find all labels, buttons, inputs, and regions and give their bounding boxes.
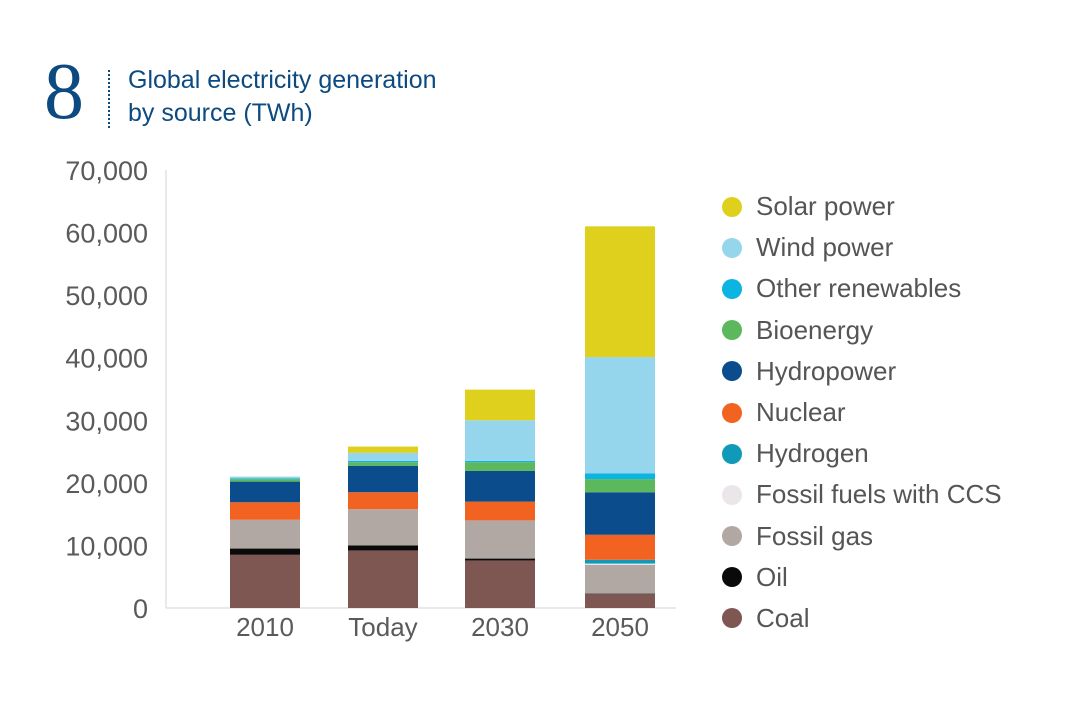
- y-tick-label: 70,000: [65, 156, 148, 186]
- bar-segment-wind-power-2010: [230, 476, 300, 479]
- y-tick-label: 40,000: [65, 344, 148, 374]
- chart-title-line-2: by source (TWh): [128, 99, 313, 127]
- legend-swatch: [722, 361, 742, 382]
- chart-legend: Solar power Wind power Other renewables Bio…: [722, 186, 1062, 639]
- bar-segment-oil-2050: [585, 593, 655, 595]
- legend-item: Nuclear: [722, 392, 1062, 433]
- bar-segment-fossil-fuels-with-ccs-2050: [585, 563, 655, 565]
- legend-swatch: [722, 608, 742, 629]
- bar-segment-hydropower-today: [348, 465, 418, 493]
- legend-item: Wind power: [722, 227, 1062, 268]
- legend-label: Oil: [756, 561, 788, 592]
- bar-segment-hydrogen-2050: [585, 559, 655, 564]
- legend-item: Hydrogen: [722, 433, 1062, 474]
- legend-swatch: [722, 443, 742, 464]
- bar-segment-oil-today: [348, 545, 418, 551]
- bar-segment-other-renewables-2010: [230, 478, 300, 480]
- bar-segment-fossil-gas-2010: [230, 519, 300, 549]
- bar-segment-solar-power-2050: [585, 226, 655, 358]
- bar-segment-fossil-gas-2030: [465, 520, 535, 559]
- legend-swatch: [722, 526, 742, 547]
- legend-swatch: [722, 320, 742, 341]
- x-tick-label: Today: [348, 612, 417, 642]
- bar-segment-coal-2010: [230, 554, 300, 608]
- bar-segment-other-renewables-2050: [585, 473, 655, 480]
- legend-item: Hydropower: [722, 351, 1062, 392]
- y-tick-label: 30,000: [65, 406, 148, 436]
- y-tick-label: 60,000: [65, 219, 148, 249]
- figure-number: 8: [44, 48, 84, 136]
- bar-segment-hydropower-2010: [230, 481, 300, 503]
- legend-swatch: [722, 567, 742, 588]
- bar-segment-nuclear-today: [348, 492, 418, 510]
- legend-label: Hydrogen: [756, 438, 869, 469]
- bar-segment-bioenergy-2010: [230, 479, 300, 482]
- bar-segment-wind-power-2030: [465, 420, 535, 461]
- legend-item: Bioenergy: [722, 310, 1062, 351]
- legend-label: Bioenergy: [756, 314, 874, 345]
- y-tick-label: 50,000: [65, 281, 148, 311]
- bar-segment-nuclear-2010: [230, 502, 300, 520]
- legend-label: Hydropower: [756, 355, 897, 386]
- bar-segment-nuclear-2030: [465, 501, 535, 521]
- bar-segment-solar-power-today: [348, 446, 418, 453]
- bar-segment-bioenergy-2030: [465, 462, 535, 471]
- bar-segment-nuclear-2050: [585, 534, 655, 560]
- legend-item: Solar power: [722, 186, 1062, 227]
- legend-label: Other renewables: [756, 273, 962, 304]
- legend-swatch: [722, 484, 742, 505]
- x-tick-label: 2050: [591, 612, 649, 642]
- legend-label: Solar power: [756, 191, 895, 222]
- bar-segment-bioenergy-2050: [585, 479, 655, 493]
- bar-segment-hydropower-2030: [465, 470, 535, 502]
- legend-label: Wind power: [756, 232, 894, 263]
- legend-swatch: [722, 196, 742, 217]
- y-tick-label: 0: [133, 594, 148, 624]
- legend-swatch: [722, 278, 742, 299]
- bar-segment-solar-power-2030: [465, 389, 535, 421]
- bar-segment-fossil-gas-2050: [585, 564, 655, 594]
- bar-segment-wind-power-today: [348, 452, 418, 461]
- bar-segment-hydropower-2050: [585, 492, 655, 535]
- bar-segment-coal-today: [348, 550, 418, 608]
- legend-swatch: [722, 402, 742, 423]
- legend-item: Fossil gas: [722, 516, 1062, 557]
- legend-item: Oil: [722, 557, 1062, 598]
- bar-segment-coal-2050: [585, 594, 655, 608]
- bar-segment-wind-power-2050: [585, 357, 655, 474]
- legend-swatch: [722, 237, 742, 258]
- bar-segment-bioenergy-today: [348, 462, 418, 466]
- chart-title-line-1: Global electricity generation: [128, 66, 437, 94]
- bar-segment-fossil-gas-today: [348, 509, 418, 546]
- title-separator: [108, 70, 110, 128]
- legend-item: Other renewables: [722, 268, 1062, 309]
- bar-segment-oil-2010: [230, 548, 300, 555]
- x-tick-label: 2030: [471, 612, 529, 642]
- stacked-bar-chart: 0 10,000 20,000 30,000 40,000 50,000 60,000 70,…: [65, 156, 676, 642]
- chart-title: Global electricity generation by source …: [128, 64, 548, 130]
- legend-label: Nuclear: [756, 397, 846, 428]
- bar-segment-other-renewables-2030: [465, 460, 535, 463]
- legend-label: Fossil gas: [756, 520, 874, 551]
- legend-label: Coal: [756, 602, 810, 633]
- bar-segment-other-renewables-today: [348, 460, 418, 463]
- y-tick-label: 10,000: [65, 531, 148, 561]
- bar-segment-coal-2030: [465, 560, 535, 608]
- x-tick-label: 2010: [236, 612, 294, 642]
- bar-segment-oil-2030: [465, 558, 535, 561]
- y-tick-label: 20,000: [65, 469, 148, 499]
- legend-item: Coal: [722, 598, 1062, 639]
- legend-item: Fossil fuels with CCS: [722, 474, 1062, 515]
- legend-label: Fossil fuels with CCS: [756, 479, 1002, 510]
